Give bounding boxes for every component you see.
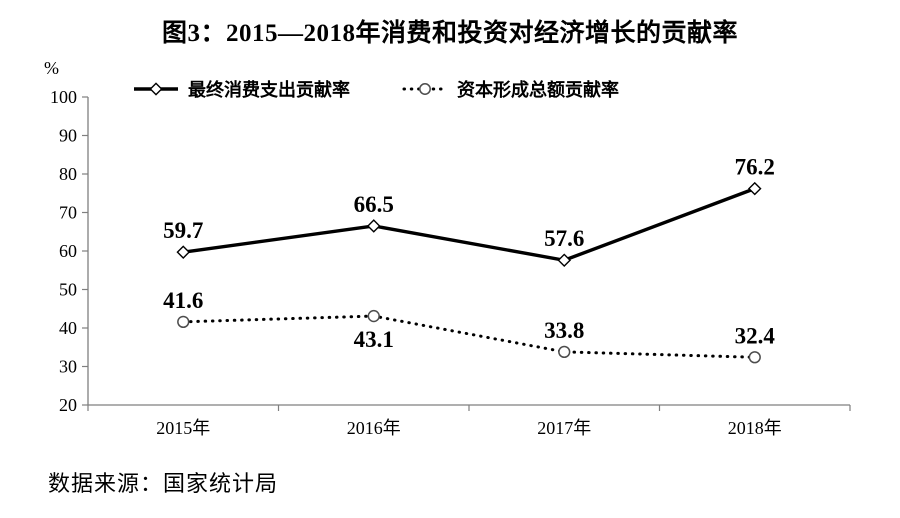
legend-item-consumption: 最终消费支出贡献率 <box>133 76 350 102</box>
x-axis-label: 2018年 <box>728 418 782 438</box>
y-tick-label: 30 <box>59 357 77 377</box>
source-note: 数据来源：国家统计局 <box>48 471 279 496</box>
circle-marker <box>367 309 380 323</box>
y-tick-label: 80 <box>59 164 77 184</box>
data-label: 57.6 <box>544 226 584 251</box>
data-label: 33.8 <box>544 318 584 343</box>
data-label: 66.5 <box>354 192 394 217</box>
x-axis-label: 2016年 <box>347 418 401 438</box>
diamond-marker <box>366 219 381 233</box>
data-label: 59.7 <box>163 218 203 243</box>
data-label: 76.2 <box>735 155 775 180</box>
data-label: 32.4 <box>735 323 776 348</box>
y-tick-label: 40 <box>59 318 77 338</box>
circle-marker <box>558 345 571 359</box>
y-tick-label: 20 <box>59 395 77 415</box>
legend-label-capital: 资本形成总额贡献率 <box>457 80 619 100</box>
legend-label-consumption: 最终消费支出贡献率 <box>188 80 350 100</box>
dotted-line-circle-marker-icon <box>402 82 448 96</box>
x-axis-label: 2015年 <box>156 418 210 438</box>
data-label: 43.1 <box>354 327 394 352</box>
circle-marker <box>177 315 190 328</box>
x-axis-label: 2017年 <box>537 418 591 438</box>
chart-title: 图3：2015—2018年消费和投资对经济增长的贡献率 <box>161 20 738 47</box>
diamond-marker <box>176 245 191 259</box>
y-tick-label: 90 <box>59 126 77 146</box>
diamond-marker <box>747 181 762 196</box>
capital-series-line <box>181 314 757 359</box>
y-tick-label: 60 <box>59 241 77 261</box>
y-tick-label: 100 <box>50 87 77 107</box>
legend: 最终消费支出贡献率 资本形成总额贡献率 <box>133 76 619 102</box>
y-tick-label: 70 <box>59 203 77 223</box>
y-tick-label: 50 <box>59 280 77 300</box>
legend-item-capital: 资本形成总额贡献率 <box>402 76 619 102</box>
circle-marker <box>748 351 761 364</box>
consumption-series-line <box>183 187 756 262</box>
data-label: 41.6 <box>163 288 203 313</box>
diamond-marker <box>557 253 572 268</box>
y-axis-unit-label: % <box>44 58 59 78</box>
solid-line-diamond-marker-icon <box>133 82 179 96</box>
